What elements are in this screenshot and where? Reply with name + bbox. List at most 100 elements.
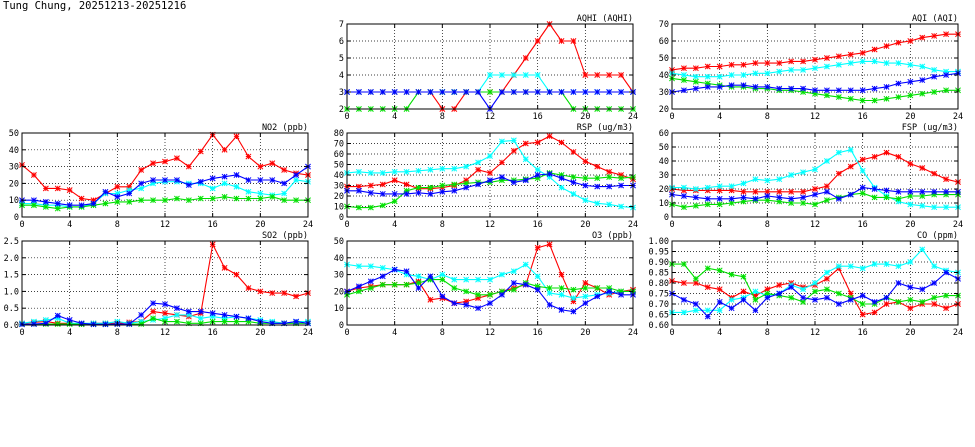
data-point bbox=[245, 315, 252, 322]
data-point bbox=[919, 202, 926, 209]
data-point bbox=[776, 176, 783, 183]
data-point bbox=[498, 138, 505, 145]
chart-aqi: 20 30 40 50 60 70 0 4 8 12 16 20 24 AQI (AQI) bbox=[659, 14, 963, 122]
data-point bbox=[883, 261, 890, 268]
y-tick-label: 0.60 bbox=[649, 321, 669, 331]
data-point bbox=[931, 32, 938, 39]
data-point bbox=[594, 293, 601, 300]
data-point bbox=[716, 286, 723, 293]
data-point bbox=[618, 72, 625, 78]
data-point bbox=[498, 72, 505, 78]
data-point bbox=[752, 296, 759, 303]
data-point bbox=[812, 296, 818, 303]
data-point bbox=[30, 197, 37, 204]
data-point bbox=[78, 202, 85, 209]
data-point bbox=[546, 301, 553, 308]
data-point bbox=[463, 163, 470, 170]
x-tick-label: 16 bbox=[208, 220, 218, 230]
data-point bbox=[594, 175, 601, 182]
data-point bbox=[859, 87, 866, 94]
data-point bbox=[534, 286, 541, 293]
data-point bbox=[582, 158, 589, 165]
data-point bbox=[788, 58, 795, 65]
data-point bbox=[752, 176, 759, 183]
data-point bbox=[30, 202, 37, 209]
data-point bbox=[728, 195, 735, 202]
data-point bbox=[883, 149, 890, 156]
data-point bbox=[883, 301, 890, 307]
data-point bbox=[90, 321, 97, 328]
y-tick-label: 70 bbox=[659, 20, 669, 30]
data-point bbox=[269, 193, 276, 200]
data-point bbox=[895, 80, 902, 87]
data-point bbox=[379, 169, 386, 176]
data-point bbox=[800, 294, 807, 301]
y-tick-label: 60 bbox=[659, 37, 669, 47]
data-point bbox=[558, 89, 565, 95]
data-point bbox=[173, 318, 180, 325]
data-point bbox=[355, 168, 362, 175]
data-point bbox=[823, 55, 830, 61]
data-point bbox=[931, 263, 938, 270]
data-point bbox=[54, 321, 61, 327]
data-point bbox=[716, 83, 723, 90]
data-point bbox=[859, 190, 866, 197]
data-point bbox=[692, 280, 699, 286]
data-point bbox=[546, 290, 553, 297]
x-tick-label: 16 bbox=[533, 112, 543, 122]
x-tick-label: 12 bbox=[810, 220, 820, 230]
data-point bbox=[752, 307, 759, 314]
data-point bbox=[847, 95, 854, 102]
y-tick-label: 30 bbox=[659, 88, 669, 98]
data-point bbox=[800, 85, 807, 92]
data-point bbox=[558, 271, 565, 278]
data-point bbox=[835, 53, 842, 60]
data-point bbox=[812, 201, 818, 208]
data-point bbox=[293, 177, 300, 183]
x-tick-label: 12 bbox=[810, 112, 820, 122]
data-point bbox=[403, 268, 410, 275]
data-point bbox=[823, 286, 830, 293]
data-point bbox=[907, 305, 914, 312]
x-tick-label: 4 bbox=[717, 328, 722, 338]
data-point bbox=[704, 313, 711, 320]
data-point bbox=[379, 273, 386, 280]
y-tick-label: 0.80 bbox=[649, 279, 669, 289]
data-point bbox=[439, 89, 446, 95]
data-point bbox=[415, 273, 422, 280]
data-point bbox=[871, 194, 878, 201]
data-point bbox=[138, 180, 145, 187]
x-tick-label: 24 bbox=[303, 328, 313, 338]
data-point bbox=[800, 58, 807, 65]
data-point bbox=[871, 97, 878, 104]
data-point bbox=[800, 169, 807, 176]
data-point bbox=[812, 191, 818, 198]
data-point bbox=[907, 78, 914, 85]
data-point bbox=[185, 163, 192, 170]
data-point bbox=[895, 153, 902, 160]
data-point bbox=[800, 66, 807, 73]
data-point bbox=[594, 89, 601, 95]
data-point bbox=[439, 188, 446, 195]
data-point bbox=[439, 293, 446, 300]
data-point bbox=[209, 310, 216, 317]
data-point bbox=[907, 160, 914, 167]
data-point bbox=[427, 273, 434, 280]
data-point bbox=[931, 280, 938, 286]
data-point bbox=[367, 285, 374, 291]
data-point bbox=[740, 82, 747, 89]
data-point bbox=[498, 89, 505, 95]
data-point bbox=[871, 309, 878, 316]
data-point bbox=[558, 139, 565, 146]
data-point bbox=[919, 77, 926, 84]
data-point bbox=[487, 300, 493, 307]
data-point bbox=[487, 72, 493, 78]
data-point bbox=[692, 202, 699, 209]
data-point bbox=[522, 261, 529, 268]
data-point bbox=[823, 92, 830, 99]
x-tick-label: 0 bbox=[344, 112, 349, 122]
y-tick-label: 50 bbox=[334, 161, 344, 171]
data-point bbox=[522, 55, 529, 61]
data-point bbox=[558, 291, 565, 298]
x-tick-label: 24 bbox=[628, 112, 638, 122]
